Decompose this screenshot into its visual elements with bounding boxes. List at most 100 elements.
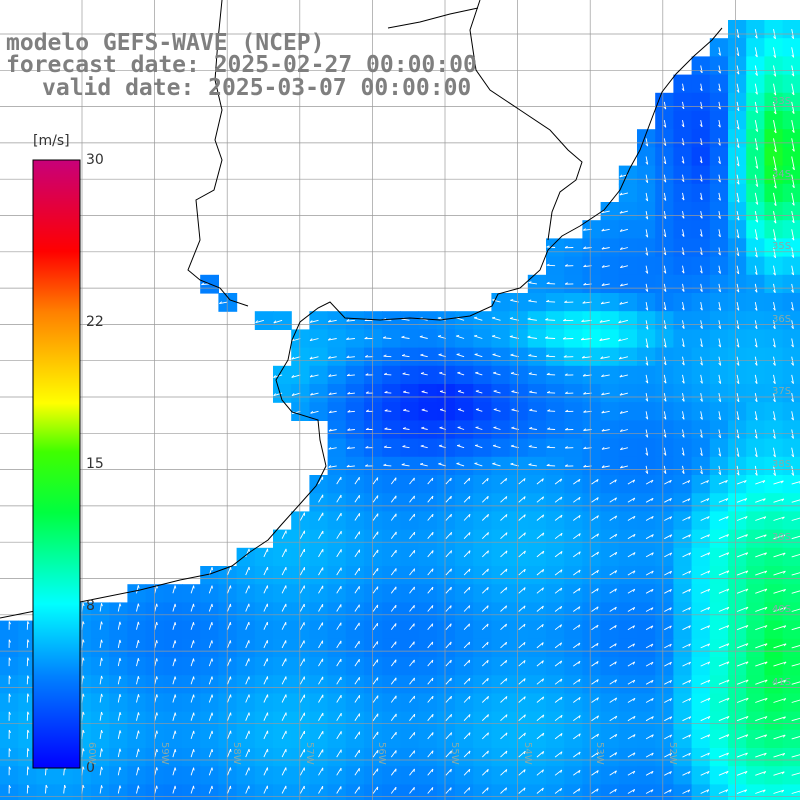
wind-vector-head [601, 410, 605, 414]
wind-vector [682, 174, 685, 182]
wind-vector-head [596, 715, 599, 719]
wind-vector-head [791, 237, 795, 241]
wind-vector [354, 495, 360, 503]
wind-vector-head [450, 732, 453, 736]
wind-vector [700, 192, 703, 200]
wind-speed-cell [182, 693, 201, 713]
wind-vector-head [681, 270, 685, 274]
wind-vector [718, 265, 721, 274]
wind-speed-cell [327, 420, 347, 440]
border-path-3 [387, 7, 479, 29]
wind-vector [372, 513, 379, 521]
wind-vector [445, 513, 452, 521]
wind-speed-cell [782, 693, 800, 713]
wind-speed-cell [327, 529, 347, 549]
wind-vector [591, 679, 599, 685]
wind-speed-cell [309, 329, 329, 349]
wind-speed-cell [200, 638, 219, 658]
wind-vector-head [578, 715, 581, 719]
wind-vector [336, 622, 342, 630]
wind-vector-head [745, 552, 749, 556]
wind-vector-head [27, 711, 30, 715]
wind-vector [299, 712, 305, 721]
wind-vector-head [505, 787, 508, 791]
wind-speed-cell [145, 729, 165, 749]
wind-vector [664, 716, 673, 722]
wind-speed-cell [728, 784, 747, 800]
wind-vector-head [432, 514, 434, 518]
wind-speed-cell [345, 657, 365, 676]
wind-vector-head [619, 429, 623, 432]
wind-vector [718, 338, 722, 348]
wind-vector [736, 47, 740, 56]
wind-speed-cell [309, 657, 329, 676]
wind-vector-head [560, 751, 563, 755]
wind-vector [427, 713, 434, 721]
wind-vector-head [101, 766, 103, 770]
wind-vector-head [487, 550, 489, 554]
wind-vector-head [745, 734, 749, 738]
wind-vector [347, 392, 355, 395]
wind-vector [318, 512, 324, 521]
wind-vector-head [718, 197, 721, 201]
wind-vector [172, 730, 176, 740]
wind-speed-cell [109, 657, 128, 676]
wind-vector-head [346, 464, 350, 468]
wind-vector-head [578, 733, 581, 737]
wind-vector [136, 767, 139, 776]
wind-vector [208, 749, 213, 758]
wind-speed-cell [782, 529, 800, 549]
wind-vector-head [772, 344, 776, 348]
wind-vector [736, 411, 740, 420]
wind-vector-head [744, 516, 748, 520]
wind-vector-head [578, 624, 581, 628]
wind-vector-head [596, 624, 599, 629]
latitude-label: 41S [772, 676, 792, 688]
wind-vector-head [663, 161, 667, 165]
wind-vector [475, 390, 483, 394]
wind-vector-head [82, 657, 85, 661]
wind-vector [318, 694, 324, 703]
wind-vector [336, 494, 342, 503]
wind-vector-head [384, 427, 388, 430]
wind-vector-head [505, 660, 508, 664]
wind-speed-cell [600, 402, 620, 421]
wind-vector-head [688, 716, 692, 720]
wind-speed-cell [455, 547, 474, 567]
wind-vector [573, 769, 581, 776]
wind-speed-cell [309, 547, 329, 567]
wind-speed-cell [327, 438, 347, 458]
wind-speed-cell [163, 693, 183, 713]
wind-vector [463, 641, 471, 649]
wind-vector-head [174, 622, 177, 626]
wind-vector [736, 65, 740, 75]
wind-speed-cell [491, 365, 511, 385]
wind-vector [117, 676, 121, 685]
wind-vector [245, 748, 250, 758]
wind-speed-cell [345, 311, 365, 330]
wind-vector-head [474, 316, 478, 319]
wind-speed-cell [637, 784, 656, 800]
wind-vector [773, 570, 786, 576]
wind-speed-cell [254, 311, 274, 330]
wind-speed-cell [509, 384, 529, 403]
wind-vector [457, 427, 465, 430]
wind-vector-head [578, 661, 581, 665]
wind-vector [372, 604, 379, 612]
wind-vector-head [707, 679, 711, 683]
wind-vector [481, 605, 489, 612]
wind-vector [190, 640, 194, 649]
wind-vector-head [583, 464, 587, 468]
colorbar-gradient [32, 159, 81, 769]
wind-vector [136, 658, 139, 667]
wind-speed-cell [127, 729, 147, 749]
wind-vector [573, 551, 581, 558]
wind-vector-head [736, 53, 740, 57]
wind-vector-head [156, 676, 158, 680]
wind-vector [536, 769, 544, 776]
wind-vector-head [523, 605, 526, 609]
wind-vector [328, 338, 337, 341]
wind-vector-head [632, 770, 636, 774]
wind-vector-head [560, 514, 563, 518]
wind-vector-head [413, 787, 415, 791]
